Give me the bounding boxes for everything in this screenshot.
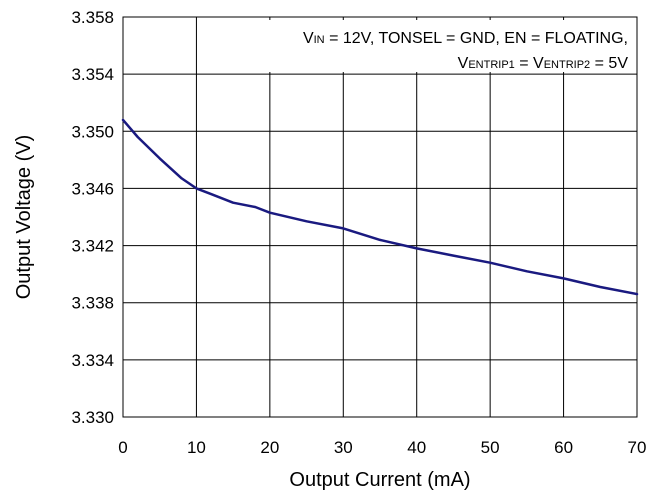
y-tick-label: 3.330: [71, 408, 114, 427]
plot-frame: [122, 16, 638, 418]
x-tick-label: 40: [407, 438, 426, 457]
x-tick-label: 50: [481, 438, 500, 457]
x-tick-label: 60: [554, 438, 573, 457]
annotation-line-1: VIN = 12V, TONSEL = GND, EN = FLOATING,: [303, 30, 628, 47]
x-tick-label: 20: [260, 438, 279, 457]
conditions-annotation: VIN = 12V, TONSEL = GND, EN = FLOATING, …: [209, 20, 637, 72]
y-tick-label: 3.350: [71, 122, 114, 141]
x-tick-label: 30: [334, 438, 353, 457]
y-tick-label: 3.354: [71, 65, 114, 84]
series-layer: [121, 118, 639, 296]
x-tick-label: 0: [118, 438, 127, 457]
annotation-box: [209, 20, 637, 72]
x-axis-title: Output Current (mA): [289, 469, 470, 491]
series-line: [121, 118, 639, 296]
x-tick-labels: 0 10 20 30 40 50 60 70: [118, 438, 646, 457]
y-tick-label: 3.334: [71, 351, 114, 370]
y-tick-label: 3.358: [71, 8, 114, 27]
y-tick-label: 3.346: [71, 179, 114, 198]
y-axis-title: Output Voltage (V): [13, 135, 35, 300]
annotation-line-2: VENTRIP1 = VENTRIP2 = 5V: [458, 55, 629, 72]
y-tick-label: 3.338: [71, 294, 114, 313]
x-tick-label: 10: [187, 438, 206, 457]
x-tick-label: 70: [628, 438, 647, 457]
y-tick-labels: 3.330 3.334 3.338 3.342 3.346 3.350 3.354 3.358: [71, 8, 114, 427]
y-tick-label: 3.342: [71, 237, 114, 256]
